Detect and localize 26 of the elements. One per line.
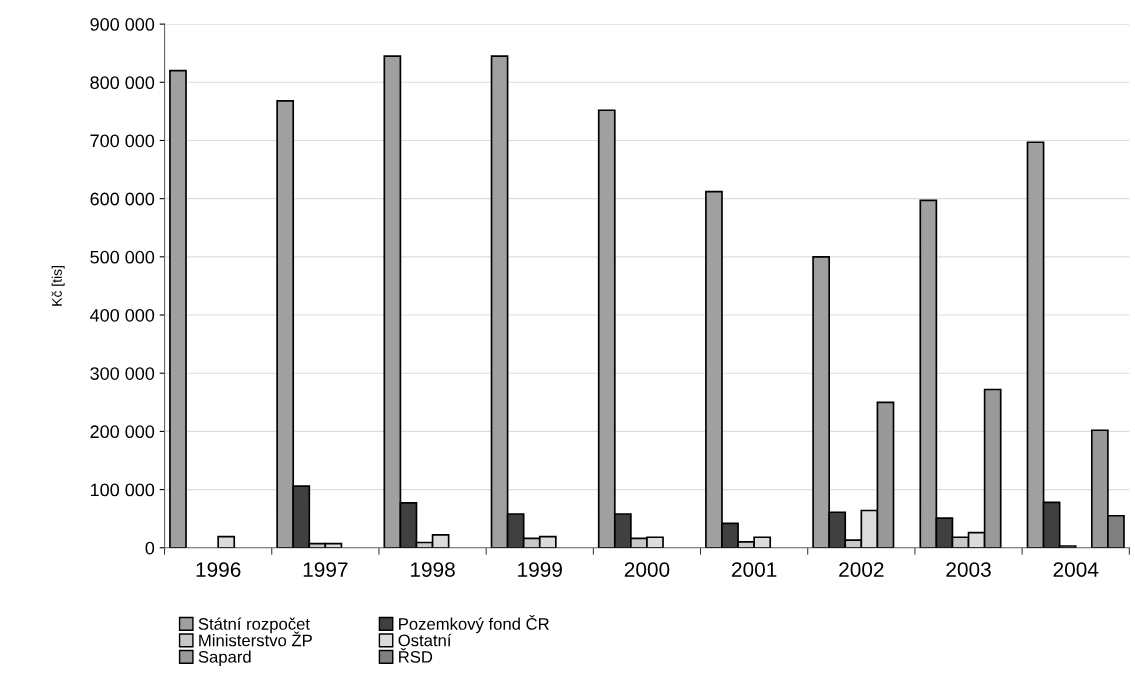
bar bbox=[169, 69, 187, 548]
y-tick-label: 200 000 bbox=[90, 425, 155, 439]
y-tick-label: 400 000 bbox=[90, 308, 155, 322]
x-tick-label: 2002 bbox=[839, 562, 884, 577]
legend-label: Pozemkový fond ČR bbox=[399, 615, 549, 634]
legend-label: Sapard bbox=[198, 650, 251, 667]
x-tick-label: 2001 bbox=[732, 562, 777, 577]
y-tick-label: 0 bbox=[145, 541, 155, 555]
x-tick-label: 1997 bbox=[303, 562, 348, 577]
bar bbox=[217, 535, 236, 548]
legend-label: Ostatní bbox=[398, 633, 452, 647]
y-tick-label: 100 000 bbox=[90, 483, 155, 497]
legend-label: ŘSD bbox=[399, 648, 433, 663]
x-tick-label: 1999 bbox=[518, 562, 562, 577]
x-tick-label: 2004 bbox=[1053, 562, 1099, 577]
y-tick-label: 900 000 bbox=[90, 18, 155, 31]
x-tick-label: 2000 bbox=[624, 562, 670, 577]
y-tick-label: 700 000 bbox=[90, 134, 155, 148]
y-axis-title: Kč [tis] bbox=[51, 266, 65, 306]
x-tick-label: 1996 bbox=[196, 562, 241, 577]
x-tick-label: 2003 bbox=[946, 562, 991, 577]
y-tick-label: 600 000 bbox=[90, 192, 155, 206]
y-tick-label: 300 000 bbox=[90, 367, 155, 380]
y-tick-label: 800 000 bbox=[90, 76, 155, 90]
y-tick-label: 500 000 bbox=[90, 250, 155, 264]
x-tick-label: 1998 bbox=[410, 562, 455, 577]
